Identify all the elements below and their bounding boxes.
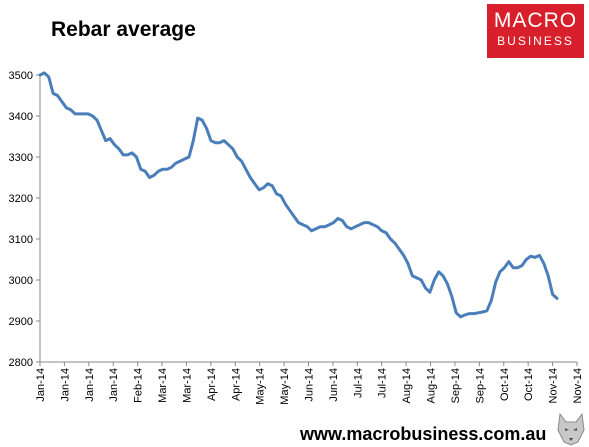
x-tick-label: Oct-14 xyxy=(499,368,511,401)
x-tick-label: Nov-14 xyxy=(548,368,560,403)
x-tick-label: Mar-14 xyxy=(181,368,193,403)
y-tick-label: 3400 xyxy=(9,111,33,123)
y-tick-label: 3500 xyxy=(9,70,33,82)
x-axis: Jan-14 Jan-14 Jan-14 Jan-14 Feb-14 Mar-14 Mar-… xyxy=(35,361,584,405)
y-tick-label: 3200 xyxy=(9,193,33,205)
y-tick-label: 3300 xyxy=(9,152,33,164)
x-tick-label: Jan-14 xyxy=(108,368,120,402)
x-tick-label: Mar-14 xyxy=(157,368,169,403)
x-tick-label: Jun-14 xyxy=(328,368,340,402)
y-tick-label: 2900 xyxy=(9,316,33,328)
x-tick-label: Jan-14 xyxy=(59,368,71,402)
wolf-mascot-icon xyxy=(557,412,585,446)
y-tick-label: 2800 xyxy=(9,357,33,369)
logo-line-business: BUSINESS xyxy=(497,34,574,48)
x-tick-label: Jan-14 xyxy=(84,368,96,402)
x-tick-label: Sep-14 xyxy=(474,368,486,403)
macrobusiness-logo: MACRO BUSINESS xyxy=(487,4,584,58)
x-tick-label: Apr-14 xyxy=(206,368,218,401)
x-tick-label: Apr-14 xyxy=(230,368,242,401)
x-tick-label: Jul-14 xyxy=(352,368,364,398)
x-tick-label: Jan-14 xyxy=(35,368,47,402)
x-tick-label: Aug-14 xyxy=(401,368,413,403)
x-tick-label: Aug-14 xyxy=(426,368,438,403)
x-tick-label: Oct-14 xyxy=(523,368,535,401)
x-tick-label: Nov-14 xyxy=(572,368,584,403)
y-tick-label: 3000 xyxy=(9,275,33,287)
y-axis: 2800 2900 3000 3100 3200 3300 3400 3500 xyxy=(9,70,41,369)
x-tick-label: Feb-14 xyxy=(133,368,145,403)
logo-line-macro: MACRO xyxy=(493,9,578,32)
website-url: www.macrobusiness.com.au xyxy=(300,424,547,444)
x-tick-label: Jun-14 xyxy=(304,368,316,402)
plot-area xyxy=(38,71,559,319)
chart-title: Rebar average xyxy=(51,18,196,41)
y-tick-label: 3100 xyxy=(9,234,33,246)
series-line-rebar xyxy=(38,71,559,319)
x-tick-label: May-14 xyxy=(255,368,267,405)
x-tick-label: May-14 xyxy=(279,368,291,405)
x-tick-label: Jul-14 xyxy=(377,368,389,398)
x-tick-label: Sep-14 xyxy=(450,368,462,403)
